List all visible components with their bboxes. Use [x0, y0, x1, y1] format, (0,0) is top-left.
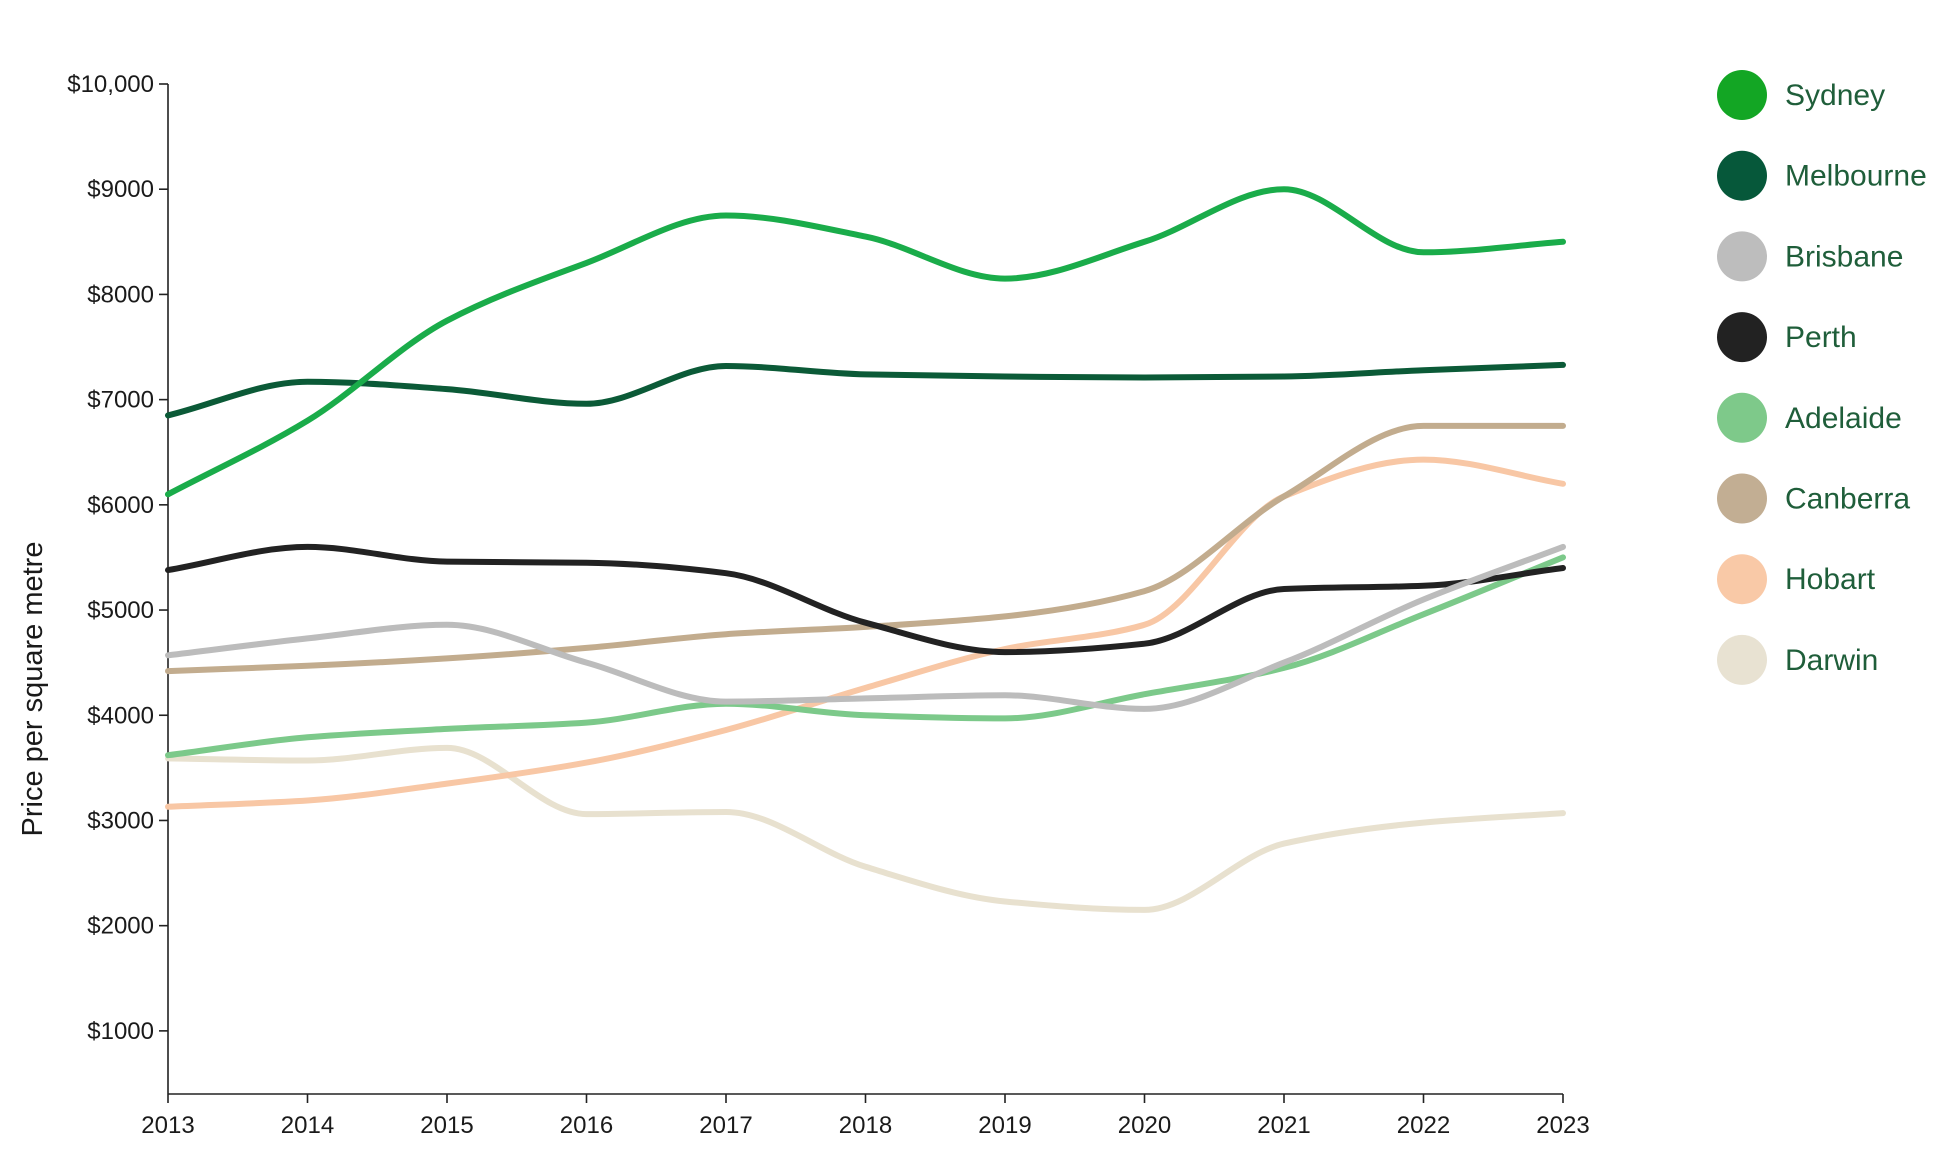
legend-item-hobart: Hobart: [1717, 554, 1876, 605]
x-tick-label: 2021: [1257, 1112, 1310, 1139]
y-tick-label: $4000: [87, 702, 154, 729]
legend-label: Hobart: [1785, 563, 1876, 596]
series-lines: [165, 186, 1566, 913]
series-line-hobart: [165, 456, 1566, 810]
y-tick-label: $7000: [87, 387, 154, 414]
legend-item-adelaide: Adelaide: [1717, 392, 1902, 443]
y-tick-label: $1000: [87, 1018, 154, 1045]
y-tick-label: $10,000: [67, 71, 154, 98]
series-line-sydney: [165, 186, 1566, 498]
legend-marker: [1717, 554, 1767, 605]
x-tick-label: 2017: [699, 1112, 752, 1139]
series-line-perth: [165, 543, 1566, 656]
legend-marker: [1717, 634, 1767, 685]
legend-label: Darwin: [1785, 644, 1878, 677]
series-line-brisbane: [165, 543, 1566, 712]
legend-item-melbourne: Melbourne: [1717, 150, 1927, 201]
series-line-adelaide: [165, 554, 1566, 759]
x-tick-label: 2013: [141, 1112, 194, 1139]
x-tick-label: 2018: [839, 1112, 892, 1139]
legend-marker: [1717, 231, 1767, 282]
x-tick-label: 2014: [281, 1112, 334, 1139]
x-tick-label: 2019: [978, 1112, 1031, 1139]
y-axis-ticks: $1000 $2000 $3000 $4000 $5000 $6000 $7000 $8000…: [67, 71, 168, 1045]
legend-label: Melbourne: [1785, 160, 1927, 193]
legend: Sydney Melbourne Brisbane Perth Adelaide Canb…: [1717, 70, 1927, 685]
legend-label: Perth: [1785, 321, 1857, 354]
legend-label: Brisbane: [1785, 240, 1903, 273]
legend-item-brisbane: Brisbane: [1717, 231, 1903, 282]
legend-label: Canberra: [1785, 483, 1910, 516]
legend-marker: [1717, 312, 1767, 363]
legend-marker: [1717, 392, 1767, 443]
legend-marker: [1717, 150, 1767, 201]
legend-label: Adelaide: [1785, 402, 1902, 435]
x-tick-label: 2016: [560, 1112, 613, 1139]
y-tick-label: $8000: [87, 281, 154, 308]
legend-item-sydney: Sydney: [1717, 70, 1885, 120]
legend-item-darwin: Darwin: [1717, 634, 1878, 685]
y-tick-label: $2000: [87, 913, 154, 940]
legend-label: Sydney: [1785, 79, 1885, 112]
y-tick-label: $5000: [87, 597, 154, 624]
legend-item-perth: Perth: [1717, 312, 1857, 363]
x-tick-label: 2023: [1536, 1112, 1589, 1139]
series-line-darwin: [165, 744, 1566, 913]
legend-marker: [1717, 473, 1767, 524]
x-tick-label: 2015: [420, 1112, 473, 1139]
x-axis-ticks: 2013 2014 2015 2016 2017 2018 2019 2020 2021 2022…: [141, 1094, 1590, 1139]
y-tick-label: $9000: [87, 176, 154, 203]
x-tick-label: 2022: [1397, 1112, 1450, 1139]
series-line-melbourne: [165, 361, 1566, 419]
x-tick-label: 2020: [1118, 1112, 1171, 1139]
legend-marker: [1717, 70, 1767, 120]
y-axis-title: Price per square metre: [17, 542, 49, 837]
y-tick-label: $3000: [87, 807, 154, 834]
y-tick-label: $6000: [87, 492, 154, 519]
legend-item-canberra: Canberra: [1717, 473, 1910, 524]
